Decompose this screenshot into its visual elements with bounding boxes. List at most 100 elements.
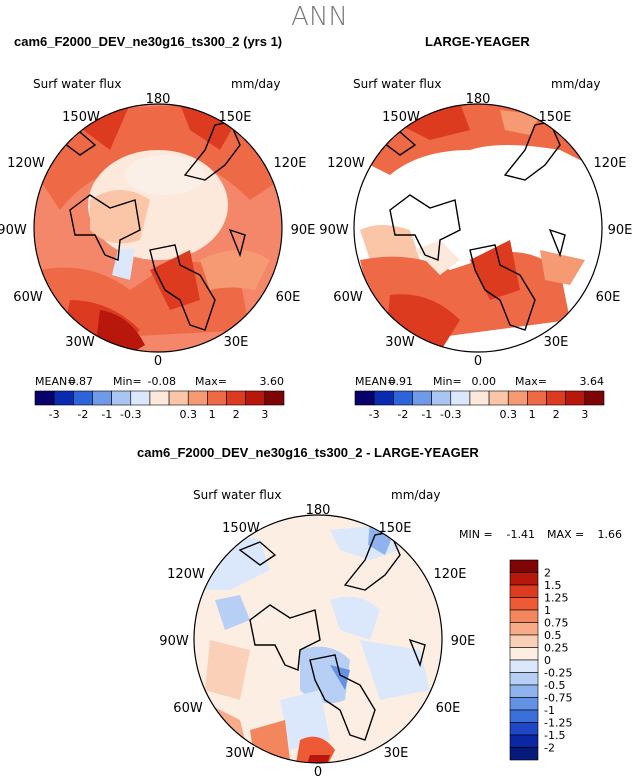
panel-3-colorbar-tick-label: -0.25 — [544, 667, 572, 680]
panel-3-colorbar-swatch — [509, 634, 539, 648]
panel-3-colorbar-swatch — [509, 647, 539, 661]
panel-1-colorbar-swatch — [245, 390, 266, 406]
panel-1-colorbar-tick-label: -2 — [77, 408, 88, 421]
panel-3-colorbar-swatch — [509, 734, 539, 748]
panel-3-colorbar-tick-label: 0.5 — [544, 629, 562, 642]
figure-title: ANN — [291, 2, 348, 32]
panel-3-colorbar-tick-label: 0.75 — [544, 617, 569, 630]
panel-1-colorbar-tick-label: -0.3 — [120, 408, 141, 421]
panel-3-colorbar-swatch — [509, 684, 539, 698]
panel-2-lon-60e: 60E — [596, 290, 621, 305]
panel-3-max-value: 1.66 — [598, 528, 623, 541]
panel-1-map: Surf water flux mm/day 180 150E 120E 90E… — [0, 77, 315, 421]
panel-1-colorbar-swatch — [34, 390, 55, 406]
panel-1-colorbar-tick-label: -1 — [101, 408, 112, 421]
panel-1-mean-value: 0.87 — [69, 375, 94, 388]
panel-1-field — [34, 104, 282, 352]
panel-2-lon-180: 180 — [466, 92, 491, 107]
panel-3-colorbar-swatch — [509, 559, 539, 573]
panel-3-units-label: mm/day — [391, 488, 441, 502]
panel-3-colorbar-tick-label: 2 — [544, 567, 551, 580]
panel-2-colorbar-swatch — [546, 390, 566, 406]
panel-3-colorbar-swatch — [509, 747, 539, 761]
panel-3-colorbar-swatch — [509, 597, 539, 611]
panel-2-lon-120e: 120E — [593, 156, 626, 171]
panel-2-min-label: Min= — [433, 375, 462, 388]
panel-1-units-label: mm/day — [231, 77, 281, 91]
panel-2-colorbar-tick-label: -2 — [397, 408, 408, 421]
panel-3-min-label: MIN = — [459, 528, 493, 541]
panel-2-max-label: Max= — [515, 375, 547, 388]
panel-2-colorbar-swatch — [469, 390, 490, 406]
panel-1-colorbar-swatch — [92, 390, 112, 406]
panel-2-field — [354, 104, 602, 352]
panel-3-lon-60w: 60W — [173, 701, 203, 716]
panel-2-colorbar-swatch — [507, 390, 528, 406]
panel-1-variable-label: Surf water flux — [33, 77, 121, 91]
panel-1-colorbar-swatch — [168, 390, 189, 406]
panel-2-mean-label: MEAN= — [355, 375, 396, 388]
panel-1-colorbar-swatch — [53, 390, 74, 406]
panel-1-title: cam6_F2000_DEV_ne30g16_ts300_2 (yrs 1) — [14, 34, 283, 49]
panel-1-mean-label: MEAN= — [35, 375, 76, 388]
panel-1-lon-60e: 60E — [276, 290, 301, 305]
panel-2-mean-value: 0.91 — [389, 375, 414, 388]
panel-3-lon-90e: 90E — [451, 634, 476, 649]
panel-3-colorbar-swatch — [509, 697, 539, 711]
panel-1-colorbar-swatch — [111, 390, 132, 406]
panel-3-lon-120e: 120E — [433, 567, 466, 582]
panel-3-colorbar-tick-label: 1.5 — [544, 579, 562, 592]
panel-3-colorbar-tick-label: -0.5 — [544, 679, 565, 692]
panel-2-colorbar-swatch — [431, 390, 452, 406]
panel-3-colorbar-swatch — [509, 722, 539, 736]
panel-3-colorbar-swatch — [509, 709, 539, 723]
panel-1-colorbar-swatch — [130, 390, 151, 406]
panel-3-colorbar-swatch — [509, 584, 539, 598]
panel-3-colorbar-tick-label: 1.25 — [544, 592, 569, 605]
panel-3-lon-90w: 90W — [159, 634, 189, 649]
panel-2-lon-120w: 120W — [327, 156, 365, 171]
panel-2-colorbar-swatch — [450, 390, 471, 406]
panel-3-colorbar-tick-label: -1.25 — [544, 717, 572, 730]
panel-2-max-value: 3.64 — [580, 375, 605, 388]
panel-2-colorbar-swatch — [527, 390, 547, 406]
panel-1-lon-120e: 120E — [273, 156, 306, 171]
panel-1-lon-120w: 120W — [7, 156, 45, 171]
panel-3-colorbar: 21.51.2510.750.50.250-0.25-0.5-0.75-1-1.… — [509, 559, 572, 761]
panel-2-colorbar-tick-label: -3 — [369, 408, 380, 421]
panel-3-colorbar-swatch — [509, 672, 539, 686]
panel-2-lon-90w: 90W — [319, 223, 349, 238]
panel-1-min-value: -0.08 — [148, 375, 176, 388]
panel-2-colorbar-tick-label: -1 — [421, 408, 432, 421]
panel-3-variable-label: Surf water flux — [193, 488, 281, 502]
panel-1-lon-180: 180 — [146, 92, 171, 107]
panel-1-min-label: Min= — [113, 375, 142, 388]
panel-2-colorbar-swatch — [584, 390, 605, 406]
panel-2-colorbar-swatch — [373, 390, 394, 406]
panel-1-colorbar-swatch — [149, 390, 170, 406]
panel-2-colorbar-swatch — [393, 390, 413, 406]
panel-3-colorbar-tick-label: -1.5 — [544, 729, 565, 742]
panel-3-lon-120w: 120W — [167, 567, 205, 582]
panel-1-colorbar-swatch — [226, 390, 246, 406]
panel-2-colorbar-tick-label: 3 — [581, 408, 588, 421]
panel-2-map: Surf water flux mm/day 180 150E 120E 90E… — [319, 77, 632, 421]
panel-2-colorbar-tick-label: 0.3 — [499, 408, 517, 421]
panel-1-lon-30e: 30E — [224, 335, 249, 350]
panel-1-colorbar: -3 -2 -1 -0.3 0.3 1 2 3 — [34, 390, 285, 421]
panel-2-variable-label: Surf water flux — [353, 77, 441, 91]
panel-1-colorbar-tick-label: 0.3 — [179, 408, 197, 421]
panel-2-min-value: 0.00 — [472, 375, 497, 388]
panel-3-lon-60e: 60E — [436, 701, 461, 716]
panel-1-colorbar-swatch — [73, 390, 93, 406]
panel-2-colorbar-tick-label: 1 — [529, 408, 536, 421]
panel-3-lon-0: 0 — [314, 765, 322, 780]
panel-3-title: cam6_F2000_DEV_ne30g16_ts300_2 - LARGE-Y… — [137, 445, 479, 460]
panel-1-colorbar-swatch — [207, 390, 227, 406]
panel-2-lon-30e: 30E — [544, 335, 569, 350]
panel-2-lon-150e: 150E — [538, 110, 571, 125]
panel-3-lon-150w: 150W — [222, 521, 260, 536]
panel-2-colorbar-swatch — [565, 390, 586, 406]
panel-2-units-label: mm/day — [551, 77, 601, 91]
